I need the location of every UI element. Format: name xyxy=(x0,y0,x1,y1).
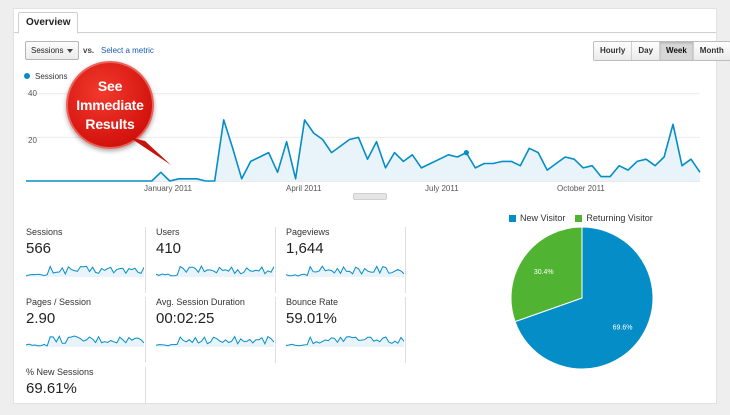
sparkline-area xyxy=(26,336,144,347)
sparkline-line xyxy=(156,335,274,347)
x-tick-label: July 2011 xyxy=(425,184,459,193)
sparkline-line xyxy=(286,335,404,347)
metric-card-pages-per-session[interactable]: Pages / Session 2.90 xyxy=(26,297,146,363)
pie-legend-label: New Visitor xyxy=(520,213,566,223)
chart-resize-handle[interactable] xyxy=(353,193,387,200)
sparkline-area xyxy=(286,336,404,347)
metric-card-pageviews[interactable]: Pageviews 1,644 xyxy=(286,227,406,293)
metric-card-sessions[interactable]: Sessions 566 xyxy=(26,227,146,293)
pie-legend-label: Returning Visitor xyxy=(586,213,653,223)
hourly-button[interactable]: Hourly xyxy=(594,42,633,60)
chart-legend-sessions: Sessions xyxy=(24,72,67,81)
callout-pointer-icon xyxy=(129,137,171,165)
legend-swatch-icon xyxy=(509,215,516,222)
week-button[interactable]: Week xyxy=(660,42,694,60)
month-button[interactable]: Month xyxy=(693,42,730,60)
pie-slice-returning-visitor[interactable] xyxy=(510,226,583,323)
metric-label: Avg. Session Duration xyxy=(156,297,245,307)
data-point[interactable] xyxy=(463,150,469,156)
sparkline-area xyxy=(26,266,144,277)
metric-value: 59.01% xyxy=(286,310,337,327)
metric-value: 1,644 xyxy=(286,240,324,257)
chevron-down-icon xyxy=(67,49,73,53)
x-tick-label: January 2011 xyxy=(144,184,192,193)
x-tick-label: April 2011 xyxy=(286,184,322,193)
sparkline-area xyxy=(156,336,274,347)
see-immediate-results-callout: See Immediate Results xyxy=(66,61,154,149)
sparkline xyxy=(156,335,274,347)
metric-value: 2.90 xyxy=(26,310,56,327)
metric-select[interactable]: Sessions xyxy=(25,41,79,60)
metric-card-bounce-rate[interactable]: Bounce Rate 59.01% xyxy=(286,297,406,363)
sparkline-line xyxy=(26,335,144,347)
metric-card-users[interactable]: Users 410 xyxy=(156,227,276,293)
metric-card-new-sessions[interactable]: % New Sessions 69.61% xyxy=(26,367,146,403)
y-tick-label: 20 xyxy=(28,136,37,145)
callout-line: See xyxy=(97,78,123,94)
pie-legend-item[interactable]: New Visitor xyxy=(509,213,565,223)
x-tick-label: October 2011 xyxy=(557,184,605,193)
sparkline xyxy=(286,335,404,347)
series-area-sessions xyxy=(26,119,700,181)
callout-line: Results xyxy=(85,116,135,132)
callout-line: Immediate xyxy=(76,97,144,113)
select-metric-link[interactable]: Select a metric xyxy=(101,46,154,55)
pie-slice-label: 69.6% xyxy=(613,325,633,332)
metric-label: Sessions xyxy=(26,227,63,237)
legend-swatch-icon xyxy=(575,215,583,222)
day-button[interactable]: Day xyxy=(632,42,661,60)
metric-label: % New Sessions xyxy=(26,367,94,377)
sparkline-area xyxy=(286,266,404,277)
metric-value: 410 xyxy=(156,240,182,257)
metric-select-value: Sessions xyxy=(31,46,64,55)
sparkline xyxy=(26,335,144,347)
sparkline-line xyxy=(26,265,144,277)
metric-label: Pages / Session xyxy=(26,297,92,307)
sparkline-area xyxy=(156,266,274,277)
y-tick-label: 40 xyxy=(28,89,37,98)
metric-value: 69.61% xyxy=(26,380,77,397)
visitor-type-pie-chart: 69.6% 30.4% xyxy=(510,226,654,370)
tab-bar: Overview xyxy=(14,9,716,34)
range-button-group: Hourly Day Week Month xyxy=(593,41,730,61)
metric-label: Pageviews xyxy=(286,227,330,237)
sparkline-line xyxy=(286,265,404,277)
series-line-sessions xyxy=(26,119,701,182)
metric-card-avg-session-duration[interactable]: Avg. Session Duration 00:02:25 xyxy=(156,297,276,363)
pie-legend-item[interactable]: Returning Visitor xyxy=(575,213,653,223)
sparkline-line xyxy=(156,264,274,277)
pie-slice-new-visitor[interactable] xyxy=(514,226,654,370)
analytics-panel: Overview Sessions vs. Select a metric Ho… xyxy=(13,8,730,404)
tab-overview[interactable]: Overview xyxy=(18,12,79,34)
pie-slice-label: 30.4% xyxy=(534,269,554,276)
legend-dot-icon xyxy=(24,73,30,79)
metric-value: 00:02:25 xyxy=(156,310,215,327)
metric-label: Bounce Rate xyxy=(286,297,339,307)
pie-legend: New Visitor Returning Visitor xyxy=(509,213,653,223)
vs-label: vs. xyxy=(83,46,95,55)
sparkline xyxy=(156,264,274,277)
metric-value: 566 xyxy=(26,240,52,257)
sparkline xyxy=(286,265,404,277)
sparkline xyxy=(26,265,144,277)
legend-label: Sessions xyxy=(35,72,68,81)
metric-label: Users xyxy=(156,227,180,237)
